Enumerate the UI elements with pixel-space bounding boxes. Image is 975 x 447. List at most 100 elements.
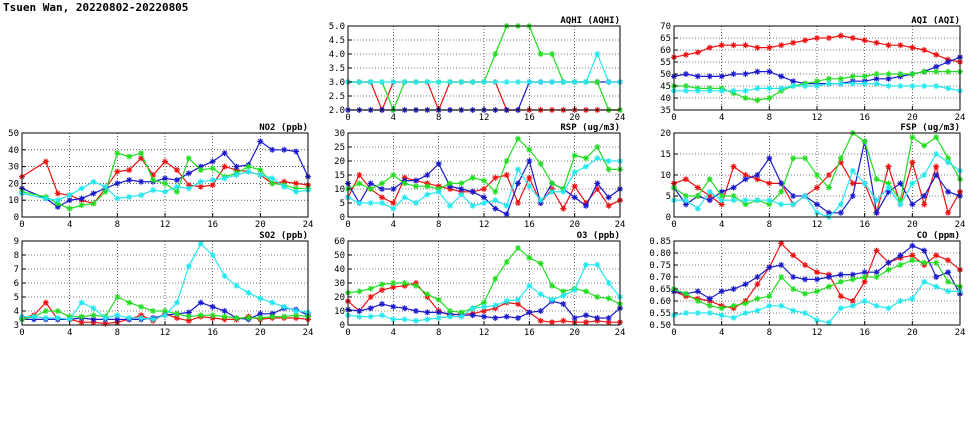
data-point (356, 313, 363, 320)
data-point (173, 166, 180, 173)
x-tick-label: 8 (767, 328, 772, 338)
data-point (390, 200, 397, 206)
data-point (897, 71, 904, 77)
data-point (682, 176, 689, 183)
data-point (42, 315, 49, 321)
data-point (802, 83, 809, 89)
data-point (849, 80, 856, 87)
data-point (814, 83, 820, 89)
x-tick-label: 12 (479, 113, 490, 123)
data-point (185, 317, 192, 324)
data-point (424, 79, 431, 85)
data-point (515, 135, 521, 142)
data-point (435, 188, 442, 195)
data-point (515, 79, 521, 85)
y-tick-label: 0.70 (649, 273, 671, 283)
data-point (435, 79, 442, 85)
data-point (706, 73, 713, 80)
y-tick-label: 5 (666, 192, 671, 202)
x-tick-label: 16 (207, 220, 218, 230)
data-point (221, 163, 228, 170)
data-point (921, 68, 928, 75)
data-point (802, 276, 809, 283)
data-point (197, 178, 204, 185)
data-point (90, 190, 97, 197)
data-point (78, 202, 85, 209)
data-point (814, 201, 820, 208)
data-point (605, 158, 612, 164)
data-point (583, 312, 589, 319)
data-point (54, 197, 61, 204)
data-point (401, 280, 408, 286)
data-point (481, 177, 487, 184)
data-point (173, 310, 180, 317)
data-point (718, 312, 725, 319)
x-tick-label: 4 (391, 220, 396, 230)
data-point (706, 44, 713, 51)
data-point (549, 188, 555, 195)
chart-title: SO2 (ppb) (259, 231, 308, 241)
data-point (114, 294, 121, 300)
data-point (682, 290, 689, 297)
data-point (921, 278, 928, 285)
data-point (515, 301, 521, 307)
data-point (933, 252, 940, 259)
data-point (837, 293, 844, 300)
data-point (742, 42, 749, 49)
data-point (150, 177, 157, 184)
x-tick-label: 16 (859, 113, 870, 123)
series-cyan (345, 261, 623, 324)
y-tick-label: 40 (334, 265, 345, 275)
data-point (682, 201, 689, 208)
data-point (481, 194, 487, 201)
data-point (526, 79, 533, 85)
data-point (849, 193, 856, 199)
data-point (379, 312, 385, 319)
data-point (909, 242, 916, 249)
data-point (583, 79, 589, 85)
data-point (742, 281, 749, 288)
data-point (481, 303, 487, 310)
data-point (861, 278, 868, 285)
data-point (825, 172, 832, 178)
data-point (367, 313, 374, 320)
data-point (754, 172, 761, 178)
data-point (909, 44, 916, 51)
data-point (401, 79, 408, 85)
data-point (571, 152, 578, 159)
x-tick-label: 0 (19, 220, 24, 230)
data-point (861, 138, 868, 145)
data-point (778, 302, 785, 309)
data-point (730, 193, 737, 199)
data-point (526, 183, 533, 190)
data-point (413, 79, 419, 85)
data-point (447, 308, 453, 314)
data-point (233, 315, 240, 321)
data-point (537, 197, 544, 204)
data-point (197, 163, 204, 170)
x-tick-label: 4 (719, 328, 724, 338)
data-point (281, 178, 288, 185)
data-point (754, 176, 761, 183)
data-point (367, 285, 374, 292)
data-point (173, 315, 180, 321)
x-tick-label: 16 (859, 328, 870, 338)
data-point (825, 75, 832, 82)
data-point (413, 317, 419, 324)
data-point (909, 257, 916, 264)
data-point (790, 201, 797, 208)
data-point (162, 308, 168, 314)
data-point (861, 80, 868, 87)
data-point (390, 316, 397, 323)
data-point (594, 155, 601, 162)
data-point (515, 166, 521, 173)
data-point (42, 308, 49, 314)
data-point (921, 172, 928, 178)
y-tick-label: 4.0 (329, 50, 345, 60)
data-point (54, 308, 61, 314)
x-tick-label: 20 (255, 220, 266, 230)
data-point (933, 63, 940, 70)
data-point (560, 205, 567, 212)
data-point (537, 260, 544, 267)
data-point (837, 159, 844, 166)
